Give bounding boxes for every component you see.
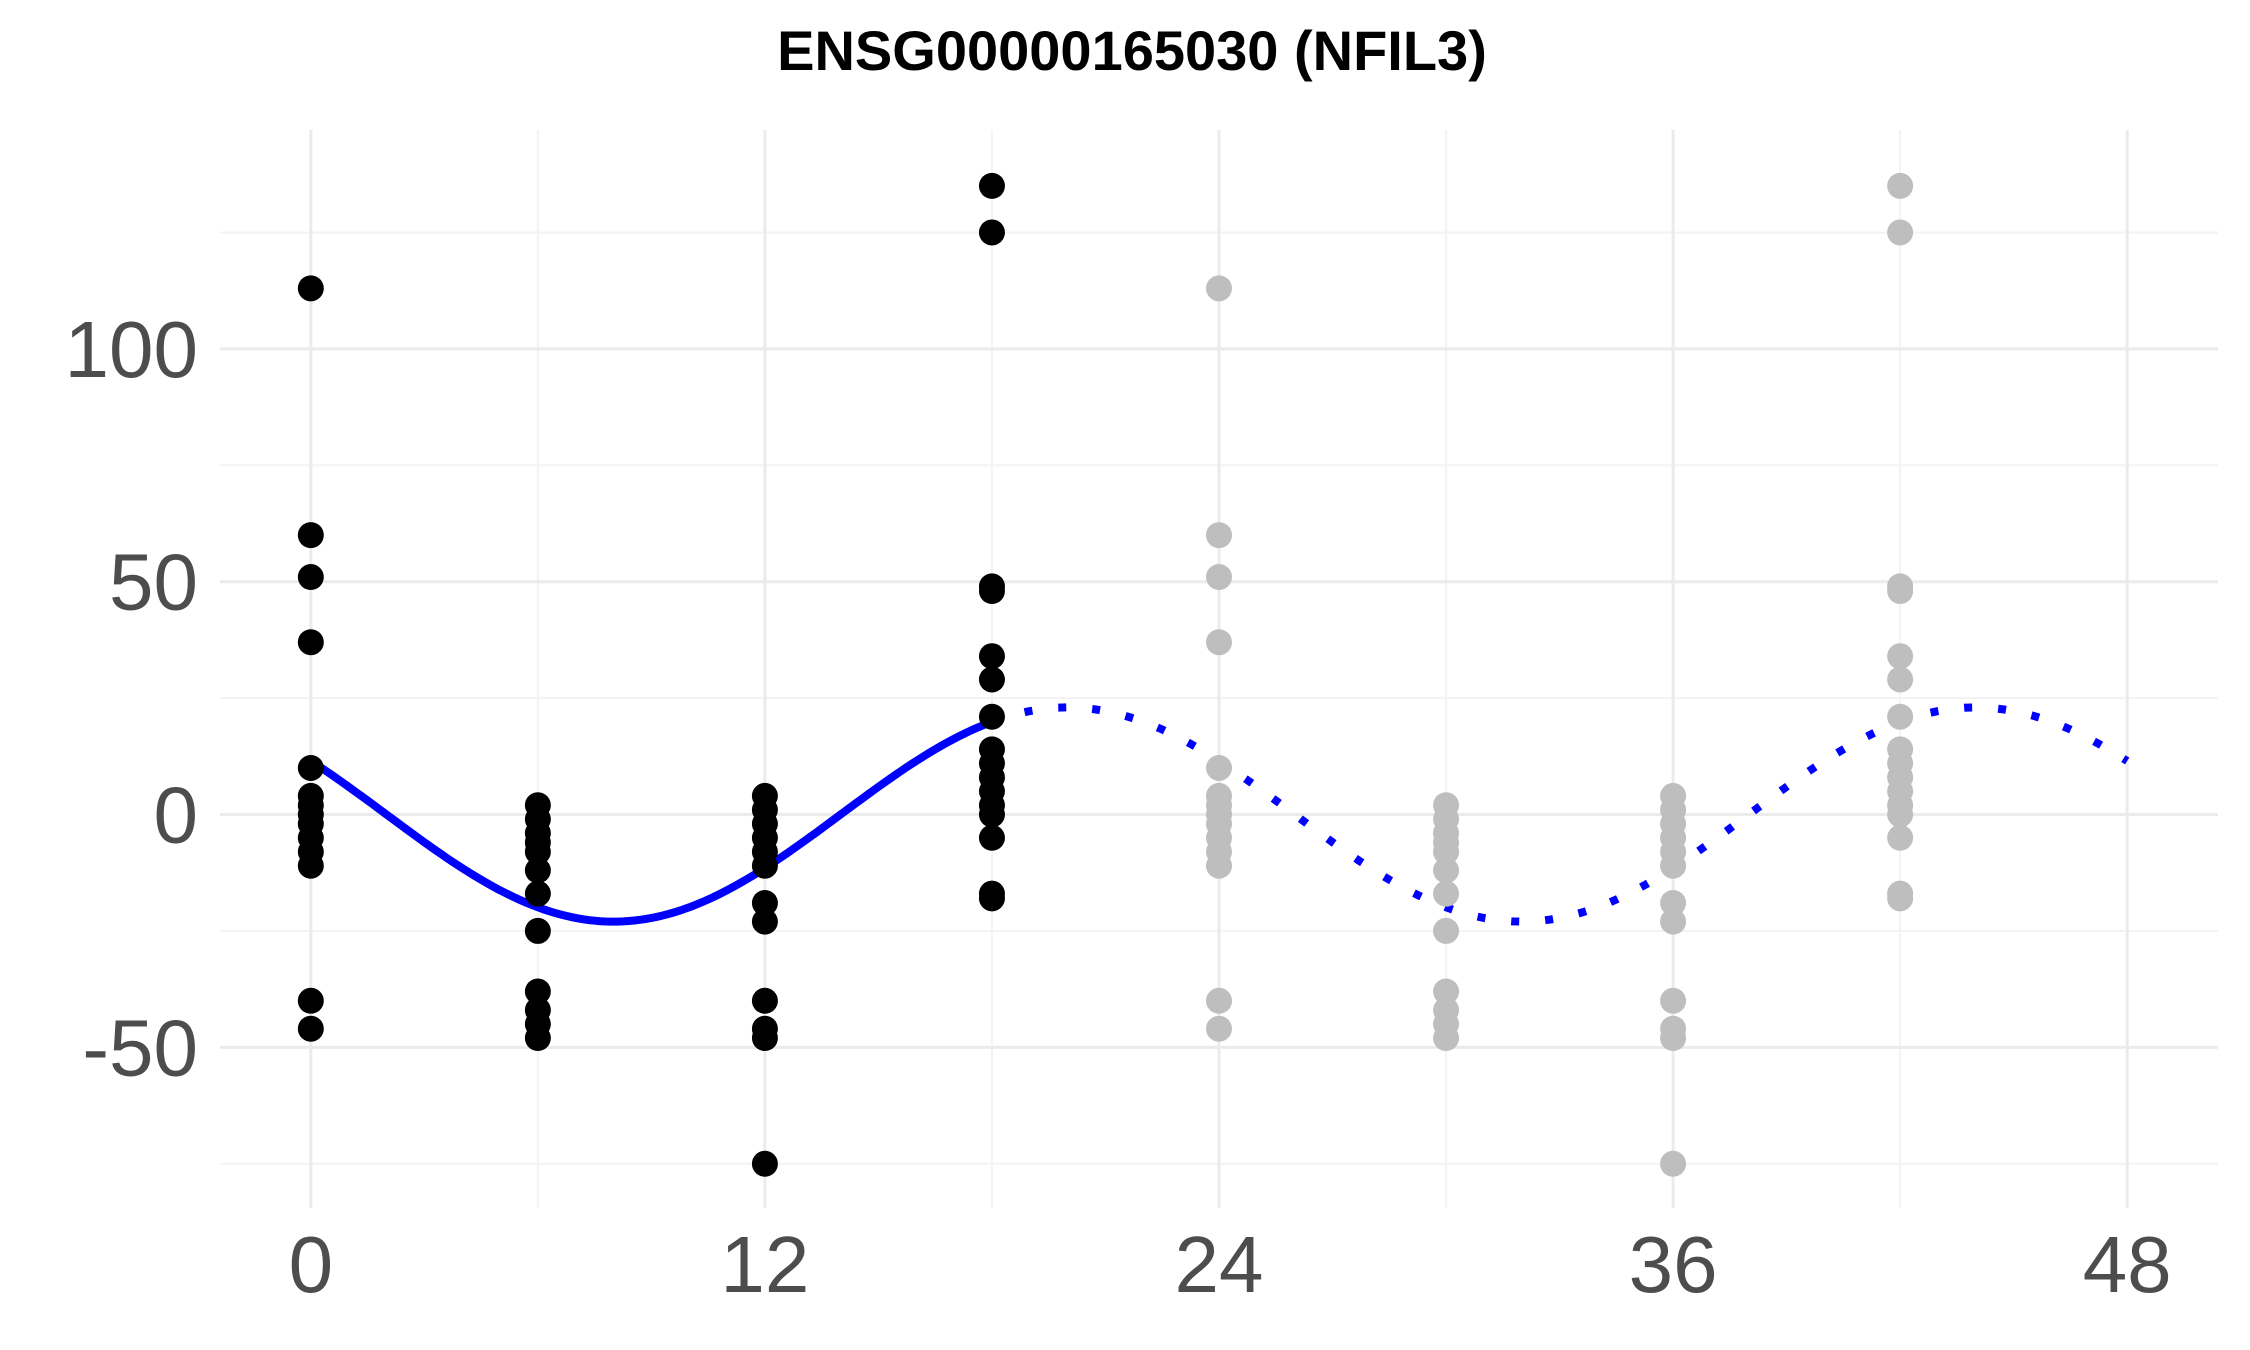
replicate-data-point <box>1433 1025 1460 1052</box>
replicate-data-point <box>1206 987 1232 1014</box>
replicate-data-point <box>1887 885 1914 912</box>
data-points <box>297 172 1914 1177</box>
fit-curve-dotted <box>990 703 2130 926</box>
data-point <box>751 1150 778 1177</box>
x-tick-label: 12 <box>720 1220 809 1309</box>
x-tick-label: 0 <box>289 1220 334 1309</box>
y-tick-label: 50 <box>109 538 198 627</box>
replicate-data-point <box>1433 838 1460 865</box>
data-point <box>751 908 778 935</box>
replicate-data-point <box>1660 1150 1687 1177</box>
data-point <box>751 1025 778 1052</box>
data-point <box>524 838 551 865</box>
data-point <box>297 1015 324 1042</box>
data-point <box>978 703 1005 730</box>
data-point <box>297 987 324 1014</box>
data-point <box>524 857 551 884</box>
y-tick-label: -50 <box>82 1003 198 1092</box>
data-point <box>524 1025 551 1052</box>
data-point <box>978 219 1005 246</box>
data-point <box>978 824 1005 851</box>
data-point <box>297 754 324 781</box>
replicate-data-point <box>1206 852 1232 879</box>
data-point <box>297 629 324 656</box>
data-point <box>751 987 778 1014</box>
replicate-data-point <box>1433 857 1460 884</box>
data-point <box>297 522 324 549</box>
chart-title: ENSG00000165030 (NFIL3) <box>777 19 1487 82</box>
data-point <box>524 917 551 944</box>
x-tick-label: 36 <box>1629 1220 1718 1309</box>
x-axis-tick-labels: 0 12 24 36 48 <box>289 1220 2172 1309</box>
y-tick-label: 100 <box>65 305 198 394</box>
replicate-data-point <box>1206 564 1232 591</box>
replicate-data-point <box>1660 987 1687 1014</box>
data-point <box>978 172 1005 199</box>
x-tick-label: 48 <box>2083 1220 2172 1309</box>
replicate-data-point <box>1660 908 1687 935</box>
replicate-data-point <box>1660 889 1687 916</box>
replicate-data-point <box>1887 578 1914 605</box>
data-point <box>751 889 778 916</box>
replicate-data-point <box>1433 978 1460 1005</box>
replicate-data-point <box>1206 1015 1232 1042</box>
x-tick-label: 24 <box>1175 1220 1264 1309</box>
data-point <box>978 885 1005 912</box>
replicate-data-point <box>1887 824 1914 851</box>
data-point <box>297 852 324 879</box>
replicate-data-point <box>1660 852 1687 879</box>
replicate-data-point <box>1887 801 1914 828</box>
replicate-data-point <box>1206 522 1232 549</box>
replicate-data-point <box>1206 629 1232 656</box>
data-point <box>978 578 1005 605</box>
data-point <box>978 643 1005 670</box>
y-axis-tick-labels: -50 0 50 100 <box>65 305 198 1092</box>
replicate-data-point <box>1433 917 1460 944</box>
replicate-data-point <box>1206 754 1232 781</box>
replicate-data-point <box>1887 703 1914 730</box>
data-point <box>978 666 1005 693</box>
y-tick-label: 0 <box>154 771 199 860</box>
data-point <box>751 852 778 879</box>
fit-curves <box>306 703 2130 926</box>
data-point <box>978 801 1005 828</box>
replicate-data-point <box>1660 1025 1687 1052</box>
data-point <box>524 880 551 907</box>
replicate-data-point <box>1887 643 1914 670</box>
replicate-data-point <box>1887 219 1914 246</box>
replicate-data-point <box>1433 880 1460 907</box>
fit-curve-solid <box>306 717 996 926</box>
replicate-data-point <box>1887 666 1914 693</box>
data-point <box>297 564 324 591</box>
data-point <box>297 275 324 302</box>
data-point <box>524 978 551 1005</box>
replicate-data-point <box>1887 172 1914 199</box>
replicate-data-point <box>1206 275 1232 302</box>
